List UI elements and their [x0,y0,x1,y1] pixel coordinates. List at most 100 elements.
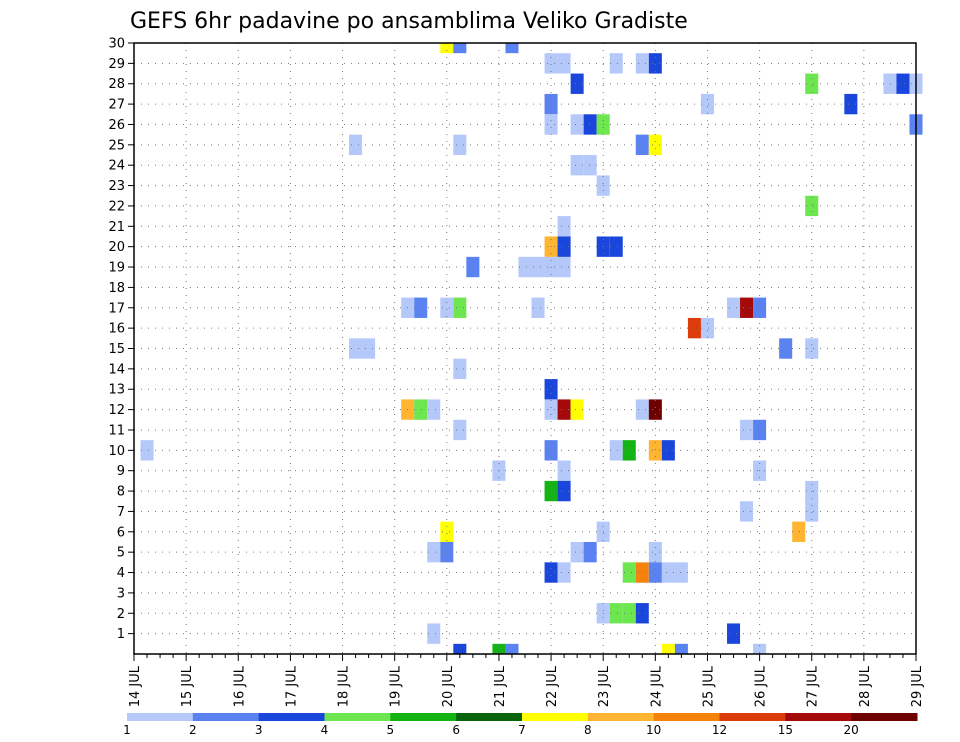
heatmap-cell [883,73,897,94]
heatmap-cell [557,480,571,502]
colorbar-swatch [522,713,589,721]
heatmap-cell [740,297,754,318]
y-tick-label: 13 [108,383,125,398]
heatmap-cell [609,603,623,624]
y-tick-label: 5 [117,546,125,561]
heatmap-cell [648,562,662,583]
heatmap-cell [805,73,819,94]
colorbar-label: 8 [584,723,592,737]
heatmap-cell [583,114,597,135]
heatmap-cell [492,643,506,654]
x-tick-label: 29 JUL [910,665,925,707]
y-tick-label: 12 [108,403,125,418]
heatmap-cell [427,623,441,644]
x-tick-label: 18 JUL [337,665,352,707]
x-tick-label: 28 JUL [858,665,873,707]
x-axis: 14 JUL 15 JUL 16 JUL 17 JUL 18 JUL 19 JUL 20 J… [128,654,925,707]
colorbar-swatch [785,713,852,721]
heatmap-cell [727,297,741,318]
colorbar-label: 20 [844,723,859,737]
chart-title: GEFS 6hr padavine po ansamblima Veliko G… [130,9,688,34]
heatmap-cell [544,562,558,583]
heatmap-cell [609,236,623,257]
heatmap-cell [635,562,649,583]
heatmap-cell [349,338,363,359]
heatmap-cell [805,338,819,359]
heatmap-cell [557,236,571,257]
heatmap-cell [453,134,467,156]
colorbar-swatch [324,713,391,721]
x-tick-label: 25 JUL [702,665,717,707]
colorbar-label: 6 [452,723,460,737]
heatmap-cell [544,399,558,420]
heatmap-cell [753,297,767,318]
y-tick-label: 7 [117,505,125,520]
y-tick-label: 17 [108,301,125,316]
y-tick-label: 14 [108,362,125,377]
heatmap-cell [544,93,558,115]
colorbar-label: 12 [712,723,727,737]
heatmap-cell [505,43,519,54]
heatmap-cell [453,297,467,318]
heatmap-cell [453,643,467,654]
heatmap-cell [622,440,636,461]
heatmap-cell [753,643,767,654]
y-tick-label: 8 [117,485,125,500]
heatmap-cell [622,603,636,624]
heatmap-cell [727,623,741,644]
y-tick-label: 22 [108,199,125,214]
x-tick-label: 14 JUL [128,665,143,707]
y-tick-label: 9 [117,464,125,479]
colorbar-label: 1 [123,723,131,737]
y-tick-label: 24 [108,159,125,174]
heatmap-cell [570,73,584,94]
heatmap-cell [518,256,532,278]
y-tick-label: 20 [108,240,125,255]
y-tick-label: 21 [108,220,125,235]
heatmap-cell [440,521,454,542]
x-tick-label: 17 JUL [284,665,299,707]
heatmap-cell [792,521,806,542]
heatmap-cell [427,541,441,563]
x-tick-label: 16 JUL [232,665,247,707]
colorbar-label: 10 [646,723,661,737]
grid-layer [134,43,916,654]
heatmap-cell [557,460,571,481]
heatmap-cell [622,562,636,583]
colorbar-label: 7 [518,723,526,737]
y-tick-label: 19 [108,261,125,276]
y-tick-label: 27 [108,98,125,113]
heatmap-cell [414,297,428,318]
y-tick-label: 30 [108,37,125,52]
heatmap-cell [805,195,819,217]
y-tick-label: 11 [108,423,125,438]
heatmap-cell [557,216,571,237]
heatmap-cell [544,114,558,135]
heatmap-cell [648,53,662,74]
heatmap-cell [609,53,623,74]
x-tick-label: 20 JUL [441,665,456,707]
heatmap-cell [700,317,714,339]
heatmap-cell [557,562,571,583]
colorbar-label: 3 [255,723,263,737]
heatmap-cell [583,541,597,563]
colorbar-swatch [127,713,194,721]
heatmap-cell [557,399,571,420]
colorbar-swatch [258,713,325,721]
heatmap-cell [570,541,584,563]
colorbar-swatch [192,713,260,721]
colorbar-swatch [390,713,457,721]
y-tick-label: 6 [117,525,125,540]
y-tick-label: 28 [108,77,125,92]
heatmap-cell [453,419,467,441]
colorbar-label: 15 [778,723,793,737]
colorbar-swatch [719,713,786,721]
heatmap-cell [362,338,376,359]
heatmap-cell [635,134,649,156]
colorbar-label: 5 [387,723,395,737]
heatmap-cell [570,114,584,135]
heatmap-cell [440,43,454,54]
heatmap-cell [349,134,363,156]
heatmap-cell [544,379,558,400]
